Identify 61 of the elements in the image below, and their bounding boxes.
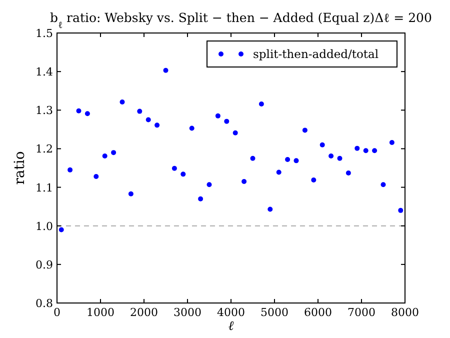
point — [146, 117, 151, 122]
point — [172, 166, 177, 171]
x-tick-label: 3000 — [174, 306, 202, 319]
point — [285, 157, 290, 162]
point — [198, 196, 204, 202]
point — [302, 128, 308, 133]
y-tick-label: 1.4 — [36, 66, 53, 79]
point — [163, 68, 168, 73]
point — [346, 170, 351, 176]
y-tick-label: 0.9 — [36, 258, 53, 272]
point — [276, 170, 282, 175]
point — [189, 126, 194, 131]
point — [363, 148, 368, 154]
point — [76, 108, 82, 114]
point — [328, 154, 334, 159]
point — [250, 156, 256, 161]
point — [268, 206, 273, 212]
point — [111, 150, 116, 156]
point — [311, 177, 316, 182]
point — [389, 140, 394, 146]
point — [58, 227, 64, 232]
point — [258, 101, 264, 106]
legend-label: split-then-added/total — [253, 47, 379, 61]
point — [224, 118, 230, 124]
x-tick-label: 6000 — [304, 306, 332, 319]
point — [294, 158, 299, 164]
point — [320, 142, 325, 148]
x-tick-label: 4000 — [217, 306, 245, 319]
point — [206, 182, 212, 188]
point — [180, 172, 186, 177]
point — [380, 182, 386, 188]
y-tick-label: 1.0 — [36, 220, 53, 233]
y-tick-label: 1.3 — [36, 104, 53, 118]
x-tick-label: 5000 — [260, 306, 288, 319]
x-tick-label: 2000 — [130, 306, 158, 319]
y-tick-label: 0.8 — [36, 297, 53, 310]
point — [84, 111, 90, 116]
x-tick-label: 1000 — [86, 306, 114, 319]
point — [372, 148, 378, 154]
point — [120, 100, 125, 105]
point — [232, 130, 238, 136]
x-tick-label: 7000 — [348, 306, 376, 319]
chart-title: b$_{ℓ}$ ratio: Websky vs. Split − then − Added (Equal z)Δℓ = 200 — [50, 10, 432, 30]
y-tick-label: 1.5 — [36, 27, 53, 40]
point — [337, 156, 342, 161]
y-axis-title: ratio — [12, 151, 28, 185]
x-tick-label: 8000 — [391, 306, 419, 319]
point — [68, 167, 73, 172]
x-axis-title: ℓ — [228, 319, 234, 334]
point — [154, 122, 160, 128]
point — [215, 113, 220, 118]
point — [102, 154, 108, 159]
point — [242, 179, 247, 184]
point — [398, 208, 404, 213]
y-tick-label: 1.2 — [36, 142, 53, 156]
point — [94, 174, 99, 179]
y-tick-label: 1.1 — [36, 181, 53, 194]
point — [128, 191, 134, 196]
point — [354, 146, 360, 151]
x-tick-label: 0 — [54, 306, 60, 319]
point — [137, 108, 142, 114]
